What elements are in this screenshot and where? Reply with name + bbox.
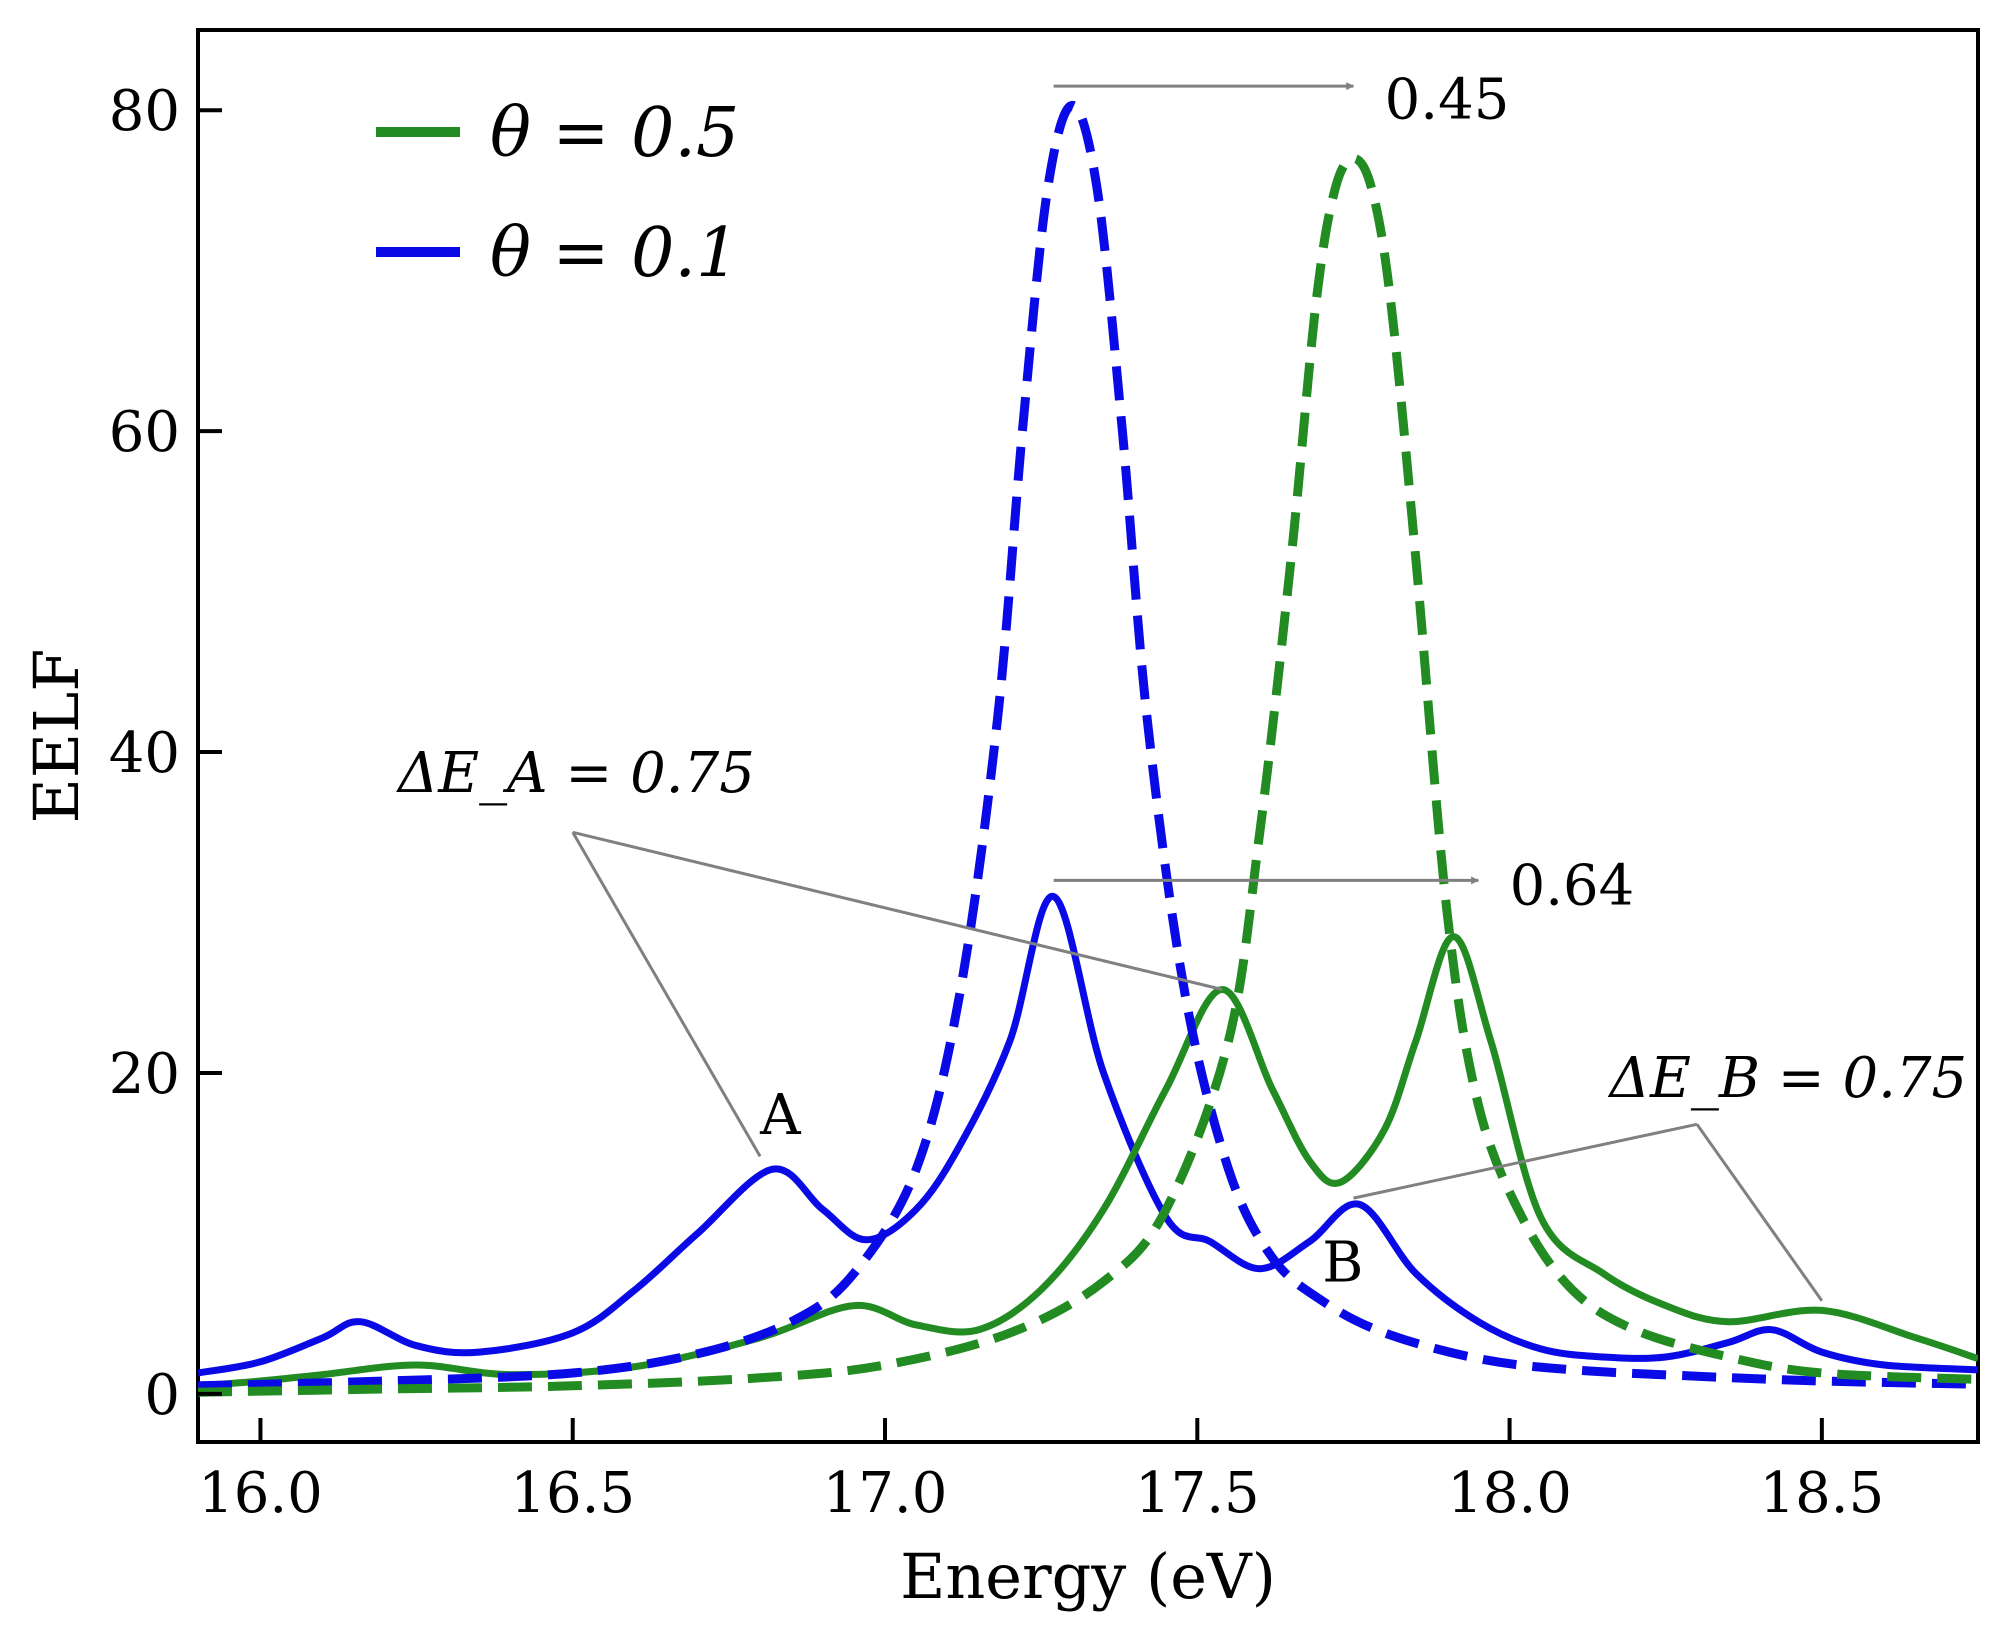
delta-e-b-leader-1 xyxy=(1353,1122,1698,1200)
y-tick-label-2: 40 xyxy=(109,721,180,786)
legend: θ = 0.5 θ = 0.1 xyxy=(376,94,739,293)
delta-e-b-leader-2 xyxy=(1695,1123,1824,1302)
x-tick-label-1: 16.5 xyxy=(510,1461,635,1526)
x-tick-label-0: 16.0 xyxy=(198,1461,323,1526)
ticks-layer: 16.0 16.5 17.0 17.5 18.0 18.5 0 20 40 60 80 xyxy=(109,79,1884,1526)
series-line-3 xyxy=(198,153,1978,1397)
x-axis-label: Energy (eV) xyxy=(900,1540,1276,1613)
x-tick-label-2: 17.0 xyxy=(823,1461,948,1526)
series-layer xyxy=(198,100,1978,1397)
delta-e-a-leader-2 xyxy=(572,830,1223,991)
y-tick-label-4: 80 xyxy=(109,79,180,144)
annotation-delta-e-b: ΔE_B = 0.75 xyxy=(1608,1046,1968,1111)
annotation-shift-0-45: 0.45 xyxy=(1385,67,1510,132)
legend-label-theta-0-1: θ = 0.1 xyxy=(490,214,739,293)
annotation-peak-b: B xyxy=(1322,1231,1363,1296)
annotation-delta-e-a: ΔE_A = 0.75 xyxy=(396,741,755,806)
y-axis-label: EELF xyxy=(20,649,93,824)
x-tick-label-4: 18.0 xyxy=(1447,1461,1572,1526)
series-line-0 xyxy=(198,893,1978,1377)
x-tick-label-3: 17.5 xyxy=(1135,1461,1260,1526)
y-tick-label-1: 20 xyxy=(109,1042,180,1107)
x-tick-label-5: 18.5 xyxy=(1760,1461,1885,1526)
annotation-lines xyxy=(571,82,1824,1302)
y-tick-label-3: 60 xyxy=(109,400,180,465)
series-line-2 xyxy=(198,100,1978,1391)
y-tick-label-0: 0 xyxy=(144,1363,180,1428)
plot-frame xyxy=(196,28,1980,1444)
annotation-shift-0-64: 0.64 xyxy=(1510,853,1635,918)
annotation-peak-a: A xyxy=(759,1083,801,1148)
legend-label-theta-0-5: θ = 0.5 xyxy=(490,94,739,173)
delta-e-a-leader-1 xyxy=(571,831,762,1158)
